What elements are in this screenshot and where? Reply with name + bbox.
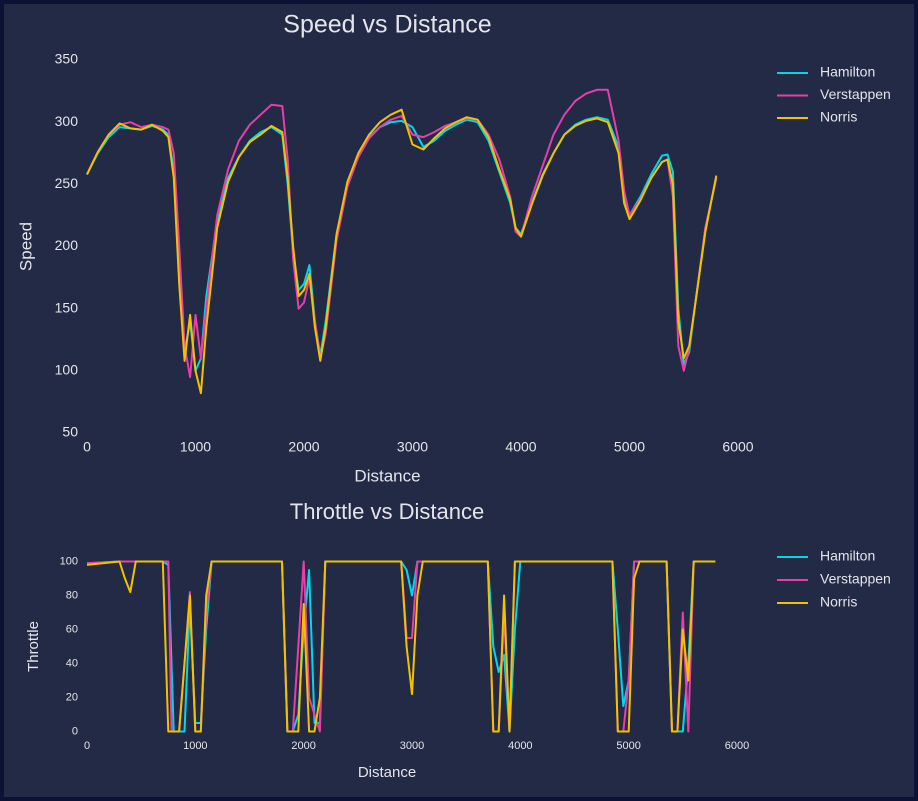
x-tick-label: 2000 — [288, 439, 319, 455]
y-tick-label: 250 — [55, 175, 79, 191]
y-axis-label: Throttle — [25, 621, 42, 672]
y-tick-label: 350 — [55, 51, 79, 67]
y-tick-label: 150 — [55, 299, 79, 315]
chart-title: Throttle vs Distance — [290, 499, 484, 524]
y-tick-label: 80 — [66, 589, 78, 601]
x-tick-label: 6000 — [722, 439, 753, 455]
y-tick-label: 40 — [66, 657, 78, 669]
x-tick-label: 4000 — [508, 740, 532, 752]
y-tick-label: 200 — [55, 237, 79, 253]
y-tick-label: 60 — [66, 623, 78, 635]
y-tick-label: 0 — [72, 725, 78, 737]
x-axis-label: Distance — [358, 764, 416, 781]
series-line — [86, 108, 718, 395]
legend-label: Hamilton — [820, 64, 875, 80]
x-tick-label: 2000 — [291, 740, 315, 752]
x-tick-label: 5000 — [616, 740, 640, 752]
x-axis-label: Distance — [354, 466, 420, 485]
legend-label: Verstappen — [820, 571, 891, 587]
y-axis-label: Speed — [16, 222, 35, 271]
legend-label: Norris — [820, 109, 857, 125]
legend-label: Hamilton — [820, 548, 875, 564]
x-tick-label: 1000 — [180, 439, 211, 455]
chart-title: Speed vs Distance — [283, 11, 491, 39]
x-tick-label: 3000 — [400, 740, 424, 752]
x-tick-label: 4000 — [505, 439, 536, 455]
legend-label: Verstappen — [820, 86, 891, 102]
y-tick-label: 300 — [55, 113, 79, 129]
legend-label: Norris — [820, 594, 857, 610]
y-tick-label: 20 — [66, 691, 78, 703]
x-tick-label: 1000 — [183, 740, 207, 752]
x-tick-label: 5000 — [614, 439, 645, 455]
y-tick-label: 100 — [55, 362, 79, 378]
x-tick-label: 0 — [84, 740, 90, 752]
series-line — [86, 88, 718, 379]
x-tick-label: 0 — [83, 439, 91, 455]
x-tick-label: 6000 — [725, 740, 749, 752]
series-line — [86, 560, 716, 733]
y-tick-label: 100 — [60, 555, 78, 567]
x-tick-label: 3000 — [397, 439, 428, 455]
y-tick-label: 50 — [62, 424, 78, 440]
